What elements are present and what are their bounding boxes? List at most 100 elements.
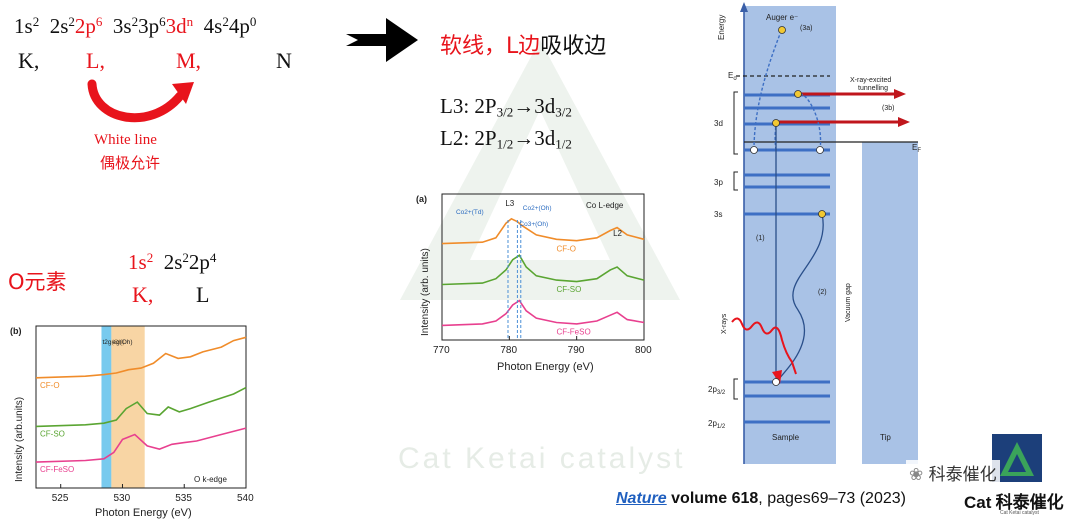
o-kedge-chart: t2g(Oh)eg(Oh)CF-OCF-SOCF-FeSO52553053554… xyxy=(10,325,254,519)
level-3p-label: 3p xyxy=(714,178,723,187)
config-3d: 3dn xyxy=(165,13,194,38)
core-hole-dot xyxy=(772,378,780,386)
co-ledge-chart: CF-O CF-SO CF-FeSO L3 L2 Co2+(Td) Co2+(Oh) Co3+… xyxy=(416,193,652,373)
auger-label: Auger e⁻ xyxy=(766,13,798,22)
config-1s: 1s2 xyxy=(14,13,40,38)
series-line-2 xyxy=(35,427,247,463)
step1-label: (1) xyxy=(756,235,765,242)
x-axis-label: Photon Energy (eV) xyxy=(95,507,192,519)
config-4s: 4s2 xyxy=(203,13,229,38)
oxygen-label: O元素 xyxy=(8,270,67,294)
tunnel-label-1: X-ray-excited xyxy=(850,77,891,84)
oxygen-shell-k: K, xyxy=(132,282,154,307)
plot-frame xyxy=(441,193,645,341)
tip-label: Tip xyxy=(880,433,891,442)
config-2p: 2p6 xyxy=(74,13,103,38)
bracket-3d xyxy=(733,91,738,155)
curved-arrow-icon xyxy=(87,79,194,123)
white-line-label: White line xyxy=(94,132,157,148)
hole-dot-2 xyxy=(816,146,824,154)
eo-label: Eo xyxy=(728,71,737,82)
level-2p12-label: 2p1/2 xyxy=(708,419,726,430)
tunnel-arrowhead-1-icon xyxy=(894,89,906,99)
config-4p: 4p0 xyxy=(228,13,257,38)
region-0 xyxy=(101,326,112,488)
level-3s-label: 3s xyxy=(714,210,722,219)
config-3s: 3s2 xyxy=(112,13,139,38)
config-3p: 3p6 xyxy=(138,13,166,38)
watermark-text: Cat Ketai catalyst xyxy=(398,442,685,475)
soft-xray-title: 软线，L边吸收边 xyxy=(440,34,607,59)
series-line-1 xyxy=(441,254,645,286)
electron-dot-2 xyxy=(772,119,780,127)
series-line-0 xyxy=(441,217,645,245)
y-axis-label: Intensity (arb.units) xyxy=(14,397,25,482)
tunnel-label-2: tunnelling xyxy=(858,85,888,92)
series-label-2: CF-FeSO xyxy=(556,327,590,336)
xtick-label-3: 540 xyxy=(237,493,254,504)
energy-level-diagram: Energy Eo EF 3d 3p 3s 2p3/2 2p1/2 xyxy=(708,2,921,464)
oxygen-shell-l: L xyxy=(196,282,210,307)
xtick-label-2: 535 xyxy=(175,493,192,504)
xtick-label-0: 770 xyxy=(433,345,450,356)
l2-transition: L2: 2P1/2→3d1/2 xyxy=(440,126,572,152)
xtick-label-1: 530 xyxy=(113,493,130,504)
step2-path xyxy=(777,213,824,381)
electron-dot-3s xyxy=(818,210,826,218)
xrays-label: X-rays xyxy=(721,313,728,334)
auger-ref-label: (3a) xyxy=(800,25,812,32)
sample-band xyxy=(744,6,836,464)
shell-k: K, xyxy=(18,48,40,73)
panel-label: (b) xyxy=(10,326,22,336)
step2-label: (2) xyxy=(818,289,827,296)
brand-name: Cat 科泰催化 xyxy=(964,493,1064,513)
xtick-label-2: 790 xyxy=(568,345,585,356)
peak-label-td: Co2+(Td) xyxy=(456,209,484,216)
series-label-1: CF-SO xyxy=(40,429,65,438)
config-2s: 2s2 xyxy=(49,13,75,38)
energy-axis-label: Energy xyxy=(717,15,726,40)
auger-path xyxy=(753,33,781,151)
tunnel-arrowhead-2-icon xyxy=(898,117,910,127)
xtick-label-1: 780 xyxy=(500,345,517,356)
level-2p32-label: 2p3/2 xyxy=(708,385,726,396)
xray-wiggle xyxy=(731,317,797,375)
brand-subtitle: Cat Ketai catalyst xyxy=(1000,510,1039,516)
shell-n: N xyxy=(276,48,292,73)
shell-l: L, xyxy=(86,48,105,73)
ef-label: EF xyxy=(912,143,921,154)
wechat-name: ❀ 科泰催化 xyxy=(906,460,1000,485)
series-line-0 xyxy=(35,336,247,379)
dipole-allowed-label: 偶极允许 xyxy=(100,154,161,172)
panel-label: (a) xyxy=(416,194,427,204)
series-label-0: CF-O xyxy=(40,381,60,390)
x-axis-label: Photon Energy (eV) xyxy=(497,361,594,373)
brand-logo-icon xyxy=(992,434,1042,482)
xtick-label-0: 525 xyxy=(52,493,69,504)
peak-label-oh3: Co3+(Oh) xyxy=(519,221,548,228)
oxygen-config: 1s2 2s22p4 xyxy=(128,249,217,274)
y-axis-label: Intensity (arb. units) xyxy=(420,248,431,336)
l3-transition: L3: 2P3/2→3d3/2 xyxy=(440,94,572,120)
shell-m: M, xyxy=(176,48,202,73)
citation-pages: , pages69–73 (2023) xyxy=(758,490,906,507)
region-label-1: eg(Oh) xyxy=(112,339,132,346)
series-label-0: CF-O xyxy=(556,244,576,253)
co-electron-config: 1s2 2s22p6 3s23p63dn 4s24p0 xyxy=(14,14,256,39)
annotation-label: O k-edge xyxy=(194,475,227,484)
tip-band xyxy=(862,142,918,464)
wechat-icon: ❀ xyxy=(909,465,924,485)
right-arrow-icon xyxy=(346,18,418,62)
journal-link[interactable]: Nature xyxy=(616,490,667,507)
auger-electron-dot xyxy=(778,26,786,34)
plot-frame xyxy=(35,325,247,489)
electron-dot-1 xyxy=(794,90,802,98)
peak-label-l2: L2 xyxy=(613,229,622,238)
sample-label: Sample xyxy=(772,433,800,442)
peak-label-oh2: Co2+(Oh) xyxy=(523,205,552,212)
watermark-logo-inner xyxy=(470,110,610,260)
citation: Nature volume 618, pages69–73 (2023) xyxy=(616,490,906,508)
hole-dot-1 xyxy=(750,146,758,154)
